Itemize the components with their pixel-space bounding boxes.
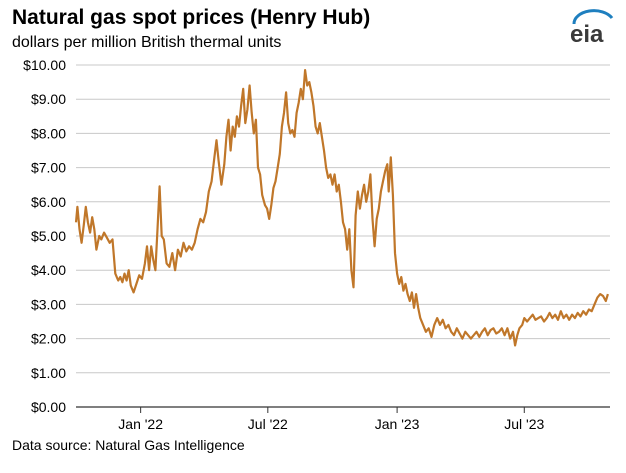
data-source-note: Data source: Natural Gas Intelligence	[12, 437, 245, 453]
chart-subtitle: dollars per million British thermal unit…	[12, 34, 282, 51]
x-axis: Jan '22 Jul '22 Jan '23 Jul '23	[118, 407, 545, 432]
y-tick-label: $1.00	[31, 365, 66, 381]
y-tick-label: $10.00	[23, 57, 66, 73]
x-tick-label: Jan '22	[118, 416, 163, 432]
y-tick-label: $7.00	[31, 160, 66, 176]
x-tick-label: Jul '23	[504, 416, 544, 432]
price-series-line	[74, 69, 609, 347]
y-tick-label: $0.00	[31, 399, 66, 415]
y-axis-ticks: $0.00 $1.00 $2.00 $3.00 $4.00 $5.00 $6.00 $7.00…	[23, 57, 66, 415]
y-tick-label: $3.00	[31, 296, 66, 312]
eia-logo-icon: eia	[570, 9, 614, 48]
y-tick-label: $9.00	[31, 91, 66, 107]
y-tick-label: $4.00	[31, 262, 66, 278]
x-tick-label: Jul '22	[248, 416, 288, 432]
y-tick-label: $5.00	[31, 228, 66, 244]
y-tick-label: $6.00	[31, 194, 66, 210]
logo-text: eia	[570, 21, 604, 48]
grid-lines	[76, 64, 610, 408]
x-tick-label: Jan '23	[375, 416, 420, 432]
y-tick-label: $2.00	[31, 331, 66, 347]
chart-title: Natural gas spot prices (Henry Hub)	[12, 6, 371, 29]
y-tick-label: $8.00	[31, 125, 66, 141]
